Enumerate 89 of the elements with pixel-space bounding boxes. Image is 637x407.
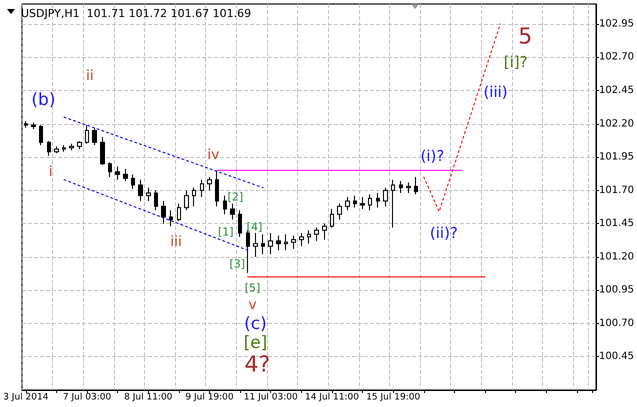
annotation: ii <box>86 68 94 84</box>
candlestick <box>31 122 36 130</box>
candlestick <box>261 234 265 255</box>
candlestick <box>299 232 304 247</box>
annotation: iv <box>207 147 220 163</box>
candlestick <box>154 190 158 211</box>
y-tick-label: 100.95 <box>599 284 634 296</box>
x-tick-label: 7 Jul 03:00 <box>62 392 112 402</box>
candlestick <box>115 166 120 180</box>
x-tick-label: 8 Jul 11:00 <box>124 392 173 402</box>
y-tick-label: 102.95 <box>599 18 634 30</box>
annotation: (c) <box>244 314 267 334</box>
annotation: [i]? <box>504 53 528 71</box>
x-tick-label: 14 Jul 11:00 <box>304 392 360 402</box>
x-tick-label: 11 Jul 03:00 <box>244 392 298 402</box>
candlestick <box>138 179 143 202</box>
candlestick <box>291 235 296 250</box>
chart-title: USDJPY,H1 101.71 101.72 101.67 101.69 <box>21 7 252 20</box>
annotation: [4] <box>246 220 262 234</box>
candlestick <box>337 203 342 220</box>
candlestick <box>77 140 82 150</box>
candlestick <box>383 187 388 207</box>
x-tick-label: 3 Jul 2014 <box>3 392 49 402</box>
candlestick <box>391 179 395 228</box>
candlestick <box>406 182 411 194</box>
candlestick <box>360 196 365 210</box>
candlestick <box>24 120 28 128</box>
candlestick <box>62 144 66 152</box>
annotation: [5] <box>244 282 260 294</box>
annotation: [2] <box>228 190 244 204</box>
annotation: i <box>48 164 53 180</box>
y-tick-label: 100.70 <box>599 318 634 329</box>
candlestick <box>376 192 380 208</box>
y-tick-label: 101.45 <box>599 218 634 230</box>
annotation: 4? <box>244 352 270 378</box>
candlestick <box>230 203 235 220</box>
candlestick <box>85 124 89 144</box>
y-tick-label: 102.45 <box>599 85 634 96</box>
candlestick <box>177 203 181 222</box>
candlestick <box>353 195 357 208</box>
candlestick <box>253 232 258 258</box>
candlestick <box>207 176 212 191</box>
candlestick <box>414 176 418 195</box>
y-tick-label: 102.20 <box>599 118 634 130</box>
y-tick-label: 101.95 <box>599 152 634 163</box>
annotation: [1] <box>218 226 234 238</box>
candlestick <box>47 140 51 156</box>
candlestick <box>307 230 311 244</box>
x-tick-label: 9 Jul 19:00 <box>185 392 234 402</box>
annotation: iii <box>170 234 182 250</box>
candlestick <box>215 170 219 207</box>
candlestick <box>399 180 403 194</box>
candlestick <box>69 143 74 151</box>
candlestick <box>276 235 281 251</box>
candlestick <box>100 136 105 166</box>
candlestick <box>330 208 334 228</box>
annotation: (ii)? <box>430 224 458 242</box>
candlestick <box>268 232 273 255</box>
candlestick <box>161 200 166 224</box>
candlestick <box>146 187 151 202</box>
candlestick <box>192 187 196 207</box>
annotation: v <box>248 297 257 313</box>
candlestick <box>284 234 288 251</box>
y-tick-label: 101.70 <box>599 184 634 196</box>
candlestick <box>345 196 350 211</box>
y-tick-label: 100.45 <box>599 351 634 362</box>
candlestick <box>39 124 43 146</box>
annotation: [e] <box>244 333 268 353</box>
candlestick <box>169 210 173 227</box>
candlestick <box>92 127 97 146</box>
candlestick <box>184 190 189 211</box>
candlestick <box>54 146 59 154</box>
annotation: (b) <box>31 90 56 110</box>
candlestick <box>322 223 327 240</box>
candlestick <box>223 195 227 215</box>
candlestick <box>238 210 242 238</box>
candlestick <box>123 168 128 182</box>
candlestick <box>368 194 372 211</box>
candlestick <box>314 227 319 242</box>
x-tick-label: 15 Jul 19:00 <box>366 392 420 402</box>
candlestick <box>200 179 204 198</box>
annotation: 5 <box>518 24 532 50</box>
candlestick <box>108 162 112 178</box>
annotation: (iii) <box>483 83 508 101</box>
candlestick <box>131 174 135 190</box>
y-tick-label: 102.70 <box>599 52 634 63</box>
annotation: (i)? <box>420 147 444 165</box>
annotation: [3] <box>229 258 246 270</box>
y-tick-label: 101.20 <box>599 251 634 262</box>
